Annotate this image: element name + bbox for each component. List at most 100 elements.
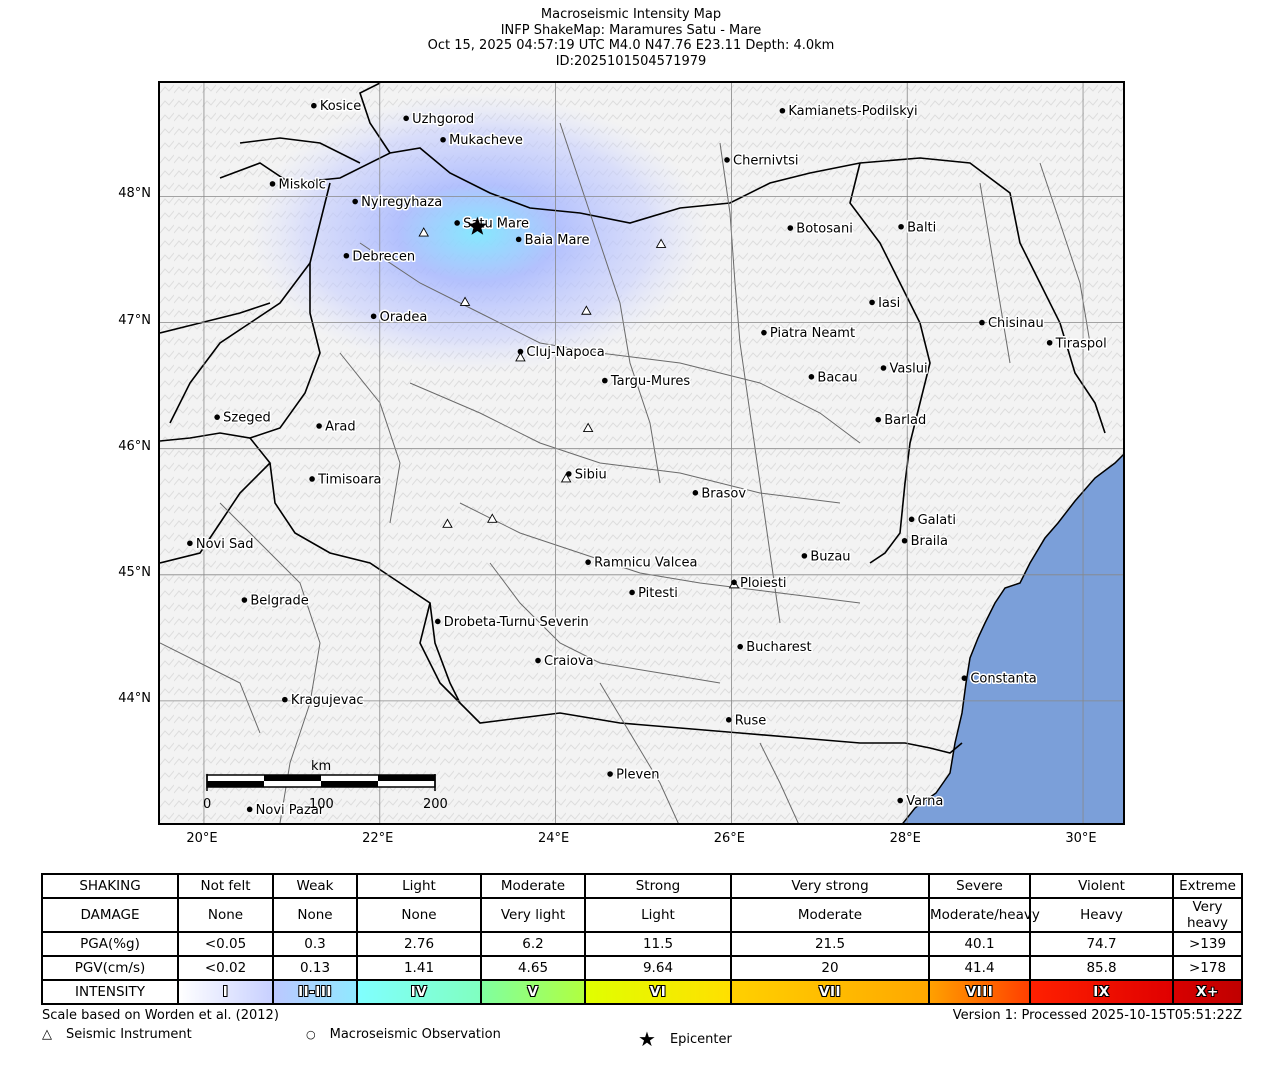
city-label: Novi Sad: [196, 537, 254, 552]
city-label: Belgrade: [250, 594, 308, 609]
lon-label: 22°E: [362, 831, 394, 846]
black-sea: [902, 453, 1123, 823]
city-label: Debrecen: [352, 249, 415, 264]
city-dot: [898, 223, 904, 230]
station-triangle[interactable]: [581, 305, 592, 315]
event-info: Oct 15, 2025 04:57:19 UTC M4.0 N47.76 E2…: [427, 38, 835, 53]
scale-cell: 0.3: [272, 931, 358, 957]
city-dot: [241, 597, 248, 603]
scale-bar: km 0 100 200: [203, 759, 448, 812]
city-label: Balti: [907, 220, 936, 235]
city-label: Chernivtsi: [733, 153, 798, 168]
scale-bar-segment: [378, 775, 435, 781]
triangle-icon: △: [42, 1027, 52, 1042]
city-dot: [801, 553, 808, 559]
legend-epicenter: ★ Epicenter: [638, 1027, 732, 1051]
scale-cell: 40.1: [928, 931, 1031, 957]
scale-cell: 2.76: [356, 931, 482, 957]
city-label: Chisinau: [988, 316, 1044, 331]
city-label: Mukacheve: [449, 133, 523, 148]
scale-cell: Severe: [928, 873, 1031, 899]
graticule: [160, 83, 1123, 823]
city-label: Pitesti: [638, 586, 678, 601]
scale-row: PGV(cm/s) <0.02 0.13 1.41 4.65 9.64 20 41.4 85.8…: [41, 955, 1243, 981]
city-layer: Kosice Uzhgorod Mukacheve Kamianets-Podilsk…: [187, 98, 1108, 819]
scale-cell: 1.41: [356, 955, 482, 981]
epicenter-star[interactable]: [467, 216, 487, 235]
city-dot: [214, 414, 220, 420]
intensity-row-head: INTENSITY: [41, 979, 179, 1005]
scale-cell: >178: [1172, 955, 1243, 981]
intensity-cell: X+: [1172, 979, 1243, 1005]
city-dot: [787, 225, 794, 231]
city-dot: [269, 181, 276, 187]
station-triangle[interactable]: [655, 238, 667, 248]
scale-cell: Very strong: [730, 873, 930, 899]
scale-bar-segment: [264, 775, 321, 781]
city-dot: [585, 559, 591, 565]
station-triangle[interactable]: [418, 227, 429, 237]
scale-cell: 6.2: [480, 931, 586, 957]
scale-cell: <0.02: [177, 955, 274, 981]
scale-cell: Not felt: [177, 873, 274, 899]
intensity-label: II-III: [298, 984, 332, 1000]
city-label: Piatra Neamt: [770, 326, 855, 341]
station-triangle[interactable]: [560, 473, 572, 483]
city-label: Targu-Mures: [610, 374, 691, 389]
city-dot: [454, 220, 460, 226]
station-triangle[interactable]: [487, 513, 498, 523]
city-label: Varna: [906, 794, 943, 809]
scale-cell: 9.64: [584, 955, 732, 981]
scale-cell: 85.8: [1029, 955, 1174, 981]
lon-label: 28°E: [889, 831, 921, 846]
scale-cell: None: [356, 897, 482, 933]
city-dot: [869, 299, 875, 306]
city-label: Buzau: [810, 549, 850, 564]
city-dot: [246, 806, 253, 813]
scale-row: PGA(%g) <0.05 0.3 2.76 6.2 11.5 21.5 40.1 74.7 >1…: [41, 931, 1243, 957]
city-dot: [961, 675, 968, 681]
city-label: Braila: [911, 534, 948, 549]
intensity-cell: VIII: [928, 979, 1031, 1005]
intensity-cell: II-III: [272, 979, 358, 1005]
city-label: Ruse: [735, 713, 766, 728]
station-layer: [418, 227, 740, 589]
city-label: Pleven: [616, 768, 659, 783]
lat-label: 45°N: [118, 564, 151, 580]
station-triangle[interactable]: [459, 296, 471, 306]
city-label: Kragujevac: [291, 693, 364, 708]
city-dot: [724, 157, 730, 163]
legend-observation: ○ Macroseismic Observation: [306, 1027, 501, 1042]
scale-cell: 11.5: [584, 931, 732, 957]
station-triangle[interactable]: [442, 518, 453, 528]
station-triangle[interactable]: [515, 351, 526, 362]
scale-bar-unit: km: [311, 759, 331, 774]
scale-row-head: SHAKING: [41, 873, 179, 899]
intensity-cell: I: [177, 979, 274, 1005]
city-label: Botosani: [796, 222, 853, 237]
city-dot: [187, 540, 193, 547]
scale-cell: 0.13: [272, 955, 358, 981]
scale-cell: 41.4: [928, 955, 1031, 981]
scale-cell: <0.05: [177, 931, 274, 957]
scale-cell: Light: [584, 897, 732, 933]
version-info: Version 1: Processed 2025-10-15T05:51:22…: [952, 1008, 1242, 1023]
city-label: Arad: [325, 419, 355, 434]
intensity-map[interactable]: Kosice Uzhgorod Mukacheve Kamianets-Podilsk…: [158, 81, 1125, 825]
scale-cell: Light: [356, 873, 482, 899]
city-dot: [517, 348, 524, 355]
lon-label: 20°E: [186, 831, 218, 846]
map-title: Macroseismic Intensity Map: [540, 7, 722, 22]
epicenter-marker[interactable]: [467, 216, 487, 235]
star-icon: ★: [638, 1027, 656, 1051]
city-label: Ramnicu Valcea: [594, 556, 697, 571]
city-dot: [761, 329, 767, 336]
city-dot: [725, 717, 732, 723]
city-label: Kosice: [320, 99, 361, 114]
city-dot: [343, 252, 350, 259]
station-triangle[interactable]: [582, 422, 594, 432]
legend-instrument: △ Seismic Instrument: [42, 1027, 192, 1042]
city-label: Oradea: [380, 310, 428, 325]
legend-observation-label: Macroseismic Observation: [329, 1027, 501, 1042]
intensity-cell: V: [480, 979, 586, 1005]
